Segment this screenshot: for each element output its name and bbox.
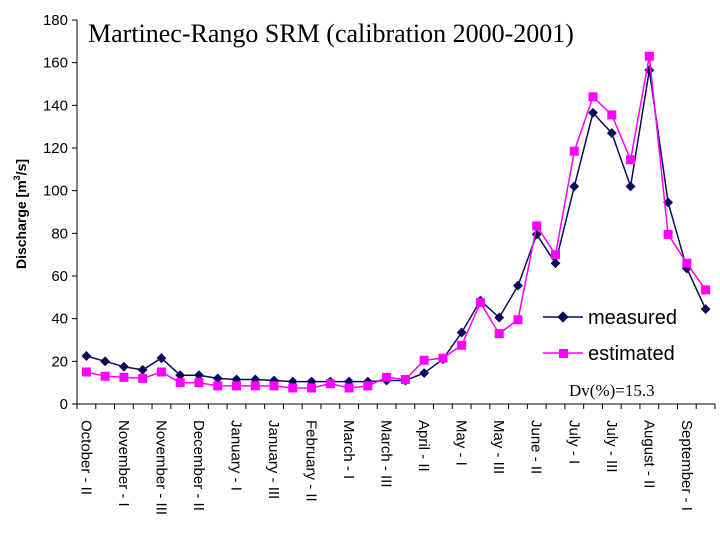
x-tick-label: April - II: [415, 420, 432, 472]
series-measured-point: [513, 280, 523, 291]
y-tick-label: 20: [51, 353, 68, 370]
series-estimated-point: [382, 372, 392, 382]
series-measured-point: [137, 364, 148, 375]
series-estimated-point: [269, 381, 279, 391]
series-measured-point: [569, 181, 580, 192]
series-measured-point: [212, 373, 223, 384]
series-measured-point: [419, 368, 430, 379]
x-ticks: October - II November - I November - III De…: [76, 404, 716, 515]
series-estimated-point: [213, 381, 223, 391]
series-estimated-point: [81, 367, 91, 377]
y-axis-label-main: Discharge [m: [13, 180, 29, 269]
series-measured-point: [588, 107, 598, 118]
series-estimated-point: [532, 221, 542, 231]
x-tick-label: March - III: [378, 420, 395, 488]
series-estimated-point: [569, 146, 579, 156]
series-estimated-point: [607, 110, 617, 120]
series-estimated-point: [513, 315, 523, 325]
series-measured-point: [494, 312, 505, 323]
series-measured-line: [86, 69, 707, 383]
series-estimated-point: [701, 285, 711, 295]
x-tick-label: November - I: [115, 420, 132, 507]
y-tick-label: 0: [60, 396, 68, 413]
x-tick-label: May - I: [453, 420, 470, 466]
series-estimated-point: [644, 51, 654, 61]
legend-estimated-marker: [559, 349, 568, 358]
x-tick-label: March - I: [340, 420, 357, 479]
y-ticks: 0 20 40 60 80 100 120 140 160 180: [43, 12, 77, 413]
y-tick-label: 160: [43, 55, 68, 72]
y-tick-label: 140: [43, 97, 68, 114]
y-tick-label: 180: [43, 12, 68, 29]
x-tick-label: July - I: [565, 420, 582, 464]
series-estimated-point: [551, 250, 560, 260]
series-estimated-point: [663, 229, 673, 239]
series-estimated-point: [626, 155, 636, 165]
series-estimated-point: [588, 92, 598, 102]
series-estimated-point: [307, 383, 317, 393]
chart-title: Martinec-Rango SRM (calibration 2000-200…: [88, 19, 574, 48]
x-tick-label: October - II: [77, 420, 94, 495]
series-estimated-line: [86, 56, 707, 389]
series-measured-point: [550, 258, 561, 269]
x-tick-label: November - III: [152, 420, 169, 515]
x-tick-label: December - II: [190, 420, 207, 511]
series-measured-point: [100, 356, 111, 367]
y-tick-label: 100: [43, 183, 68, 200]
series-estimated-point: [363, 381, 373, 391]
y-axis-label-tail: /s]: [13, 159, 29, 175]
x-tick-label: January - I: [228, 420, 245, 491]
series-measured-point: [118, 361, 129, 372]
x-tick-label: July - III: [603, 420, 620, 473]
series-estimated-point: [344, 383, 354, 393]
series-estimated-point: [119, 372, 129, 382]
legend-estimated-label: estimated: [588, 343, 675, 365]
series-estimated-point: [288, 383, 298, 393]
series-measured-point: [175, 370, 186, 381]
series-estimated-point: [494, 329, 504, 339]
series-measured-point: [456, 327, 467, 338]
series-measured-point: [194, 370, 204, 381]
x-tick-label: August - II: [640, 420, 657, 488]
series-estimated-point: [138, 373, 148, 383]
series-estimated-point: [194, 378, 204, 388]
y-tick-label: 80: [51, 225, 68, 242]
dv-annotation: Dv(%)=15.3: [569, 381, 655, 400]
series-estimated-point: [419, 355, 429, 365]
series-measured-point: [606, 128, 617, 139]
x-tick-label: June - II: [528, 420, 545, 474]
series-measured-point: [700, 304, 711, 315]
y-tick-label: 120: [43, 140, 68, 157]
series-estimated-point: [156, 367, 166, 377]
legend: measured estimated: [543, 307, 677, 365]
series-estimated-point: [250, 381, 260, 391]
y-tick-label: 60: [51, 268, 68, 285]
y-axis-label: Discharge [m3/s]: [12, 159, 29, 269]
series-estimated-point: [175, 378, 185, 388]
plot-area: [81, 51, 711, 393]
series-estimated-point: [325, 379, 335, 389]
y-tick-label: 40: [51, 311, 68, 328]
legend-measured-label: measured: [588, 307, 677, 329]
series-estimated-point: [400, 374, 410, 384]
series-estimated-point: [457, 340, 467, 350]
series-estimated-point: [438, 353, 448, 363]
series-measured-point: [81, 351, 92, 361]
series-measured-point: [156, 353, 167, 364]
x-tick-label: May - III: [490, 420, 507, 474]
x-tick-label: January - III: [265, 420, 282, 499]
x-tick-label: September - I: [678, 420, 695, 511]
y-axis-label-sup: 3: [12, 175, 22, 180]
x-tick-label: February - II: [303, 420, 320, 502]
series-estimated-point: [475, 298, 485, 308]
series-measured-point: [625, 181, 636, 192]
series-estimated-point: [682, 258, 692, 268]
series-estimated-point: [232, 381, 241, 391]
series-estimated-point: [100, 371, 110, 381]
legend-measured-marker: [557, 311, 569, 323]
